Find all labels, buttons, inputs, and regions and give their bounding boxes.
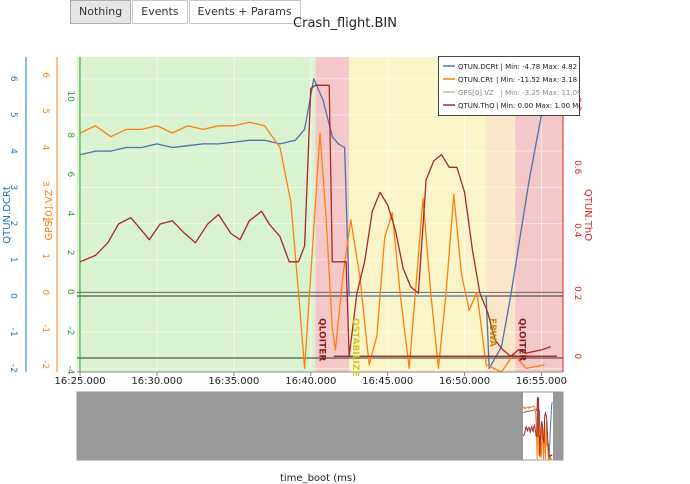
y-tick-label-dcrt-4: 2 xyxy=(8,221,18,227)
y-tick-label-tho-1: 0.2 xyxy=(572,286,582,300)
events-button[interactable]: Events xyxy=(132,0,188,24)
mode-label-2: QSTABILIZE xyxy=(350,318,360,377)
y-tick-label-tho-0: 0 xyxy=(572,353,582,359)
series-line-3 xyxy=(79,84,551,357)
y-tick-label-dcrt-3: 1 xyxy=(8,257,18,263)
mode-label-1: QLOITER xyxy=(316,318,326,361)
legend-name-1: QTUN.CRt xyxy=(458,76,493,84)
x-tick-label-2: 16:35.000 xyxy=(208,376,259,387)
y-tick-label-tho-3: 0.6 xyxy=(572,160,582,175)
y-tick-label-gps-6: 4 xyxy=(40,145,50,151)
chart-legend: QTUN.DCRt| Min: -4.78 Max: 4.82 Mean: 1.… xyxy=(438,56,623,116)
y-tick-label-gps-1: -1 xyxy=(40,324,50,333)
y-tick-label-dcrt-6: 4 xyxy=(8,148,18,154)
y-tick-label-crt-2: 0 xyxy=(65,289,75,295)
y-tick-label-gps-2: 0 xyxy=(40,289,50,295)
x-tick-label-1: 16:30.000 xyxy=(131,376,182,387)
y-tick-label-gps-7: 5 xyxy=(40,108,50,114)
x-tick-label-6: 16:55.000 xyxy=(516,376,567,387)
y-axis-label-gps: GPS[0].VZ xyxy=(44,189,55,240)
y-tick-label-dcrt-2: 0 xyxy=(8,293,18,299)
legend-name-0: QTUN.DCRt xyxy=(458,63,499,71)
y-tick-label-crt-3: 2 xyxy=(65,250,75,256)
series-layer xyxy=(79,78,557,373)
y-tick-label-gps-0: -2 xyxy=(40,360,50,369)
y-tick-label-dcrt-8: 6 xyxy=(8,76,18,82)
y-tick-label-dcrt-0: -2 xyxy=(8,364,18,373)
minimap-shade-left xyxy=(77,392,523,460)
mode-labels: QLOITER QSTABILIZE FBWA QLOITER xyxy=(316,318,526,377)
legend-box xyxy=(438,56,580,116)
chart-title: Crash_flight.BIN xyxy=(293,16,397,31)
x-tick-label-0: 16:25.000 xyxy=(55,376,106,387)
mode-label-4: QLOITER xyxy=(516,318,526,361)
y-tick-label-gps-8: 6 xyxy=(40,72,50,78)
legend-svg: QTUN.DCRt| Min: -4.78 Max: 4.82 Mean: 1.… xyxy=(438,56,623,116)
y-tick-label-crt-7: 10 xyxy=(65,90,75,102)
y-tick-label-gps-3: 1 xyxy=(40,253,50,259)
series-line-0 xyxy=(79,78,552,370)
y-tick-label-crt-0: -4 xyxy=(65,366,75,375)
mode-label-3: FBWA xyxy=(487,318,497,347)
grid-lines xyxy=(77,57,563,372)
axes-layer: 16:25.000 16:30.000 16:35.000 16:40.000 16:4… xyxy=(2,57,593,387)
y-tick-label-dcrt-5: 3 xyxy=(8,184,18,190)
event-mode-buttons: Nothing Events Events + Params xyxy=(70,0,302,24)
legend-stats-0: | Min: -4.78 Max: 4.82 Mean: 1.73 xyxy=(501,63,581,71)
nothing-button[interactable]: Nothing xyxy=(70,0,132,24)
x-axis-label: time_boot (ms) xyxy=(280,473,356,484)
y-tick-label-dcrt-1: -1 xyxy=(8,328,18,337)
y-axis-label-dcrt: QTUN.DCRt xyxy=(2,186,13,244)
y-tick-label-gps-4: 2 xyxy=(40,217,50,223)
x-tick-label-4: 16:45.000 xyxy=(362,376,413,387)
y-tick-label-gps-5: 3 xyxy=(40,181,50,187)
mode-band-0 xyxy=(77,57,316,372)
x-tick-label-5: 16:50.000 xyxy=(439,376,490,387)
y-tick-label-tho-2: 0.4 xyxy=(572,223,582,238)
minimap-series-3 xyxy=(522,397,553,459)
minimap-shade-right xyxy=(553,392,563,460)
x-tick-label-3: 16:40.000 xyxy=(285,376,336,387)
series-line-1 xyxy=(79,121,545,373)
legend-name-2: GPS[0].VZ xyxy=(458,89,494,97)
y-tick-label-crt-5: 6 xyxy=(65,172,75,178)
legend-stats-1: | Min: -11.52 Max: 3.18 Mean: -0.26 xyxy=(496,76,580,84)
y-tick-label-crt-1: -2 xyxy=(65,326,75,335)
y-axis-label-tho: QTUN.ThO xyxy=(582,189,593,241)
legend-name-3: QTUN.ThO xyxy=(458,102,495,110)
legend-stats-2: | Min: -3.25 Max: 11.09 Mean: 0.18 xyxy=(501,89,581,97)
range-minimap[interactable] xyxy=(76,391,564,462)
events-params-button[interactable]: Events + Params xyxy=(188,0,301,24)
y-tick-label-crt-4: 4 xyxy=(65,211,75,217)
y-tick-label-dcrt-7: 5 xyxy=(8,112,18,118)
y-tick-label-crt-6: 8 xyxy=(65,132,75,138)
legend-stats-3: | Min: 0.00 Max: 1.00 Mean: 0.44 xyxy=(496,102,580,110)
